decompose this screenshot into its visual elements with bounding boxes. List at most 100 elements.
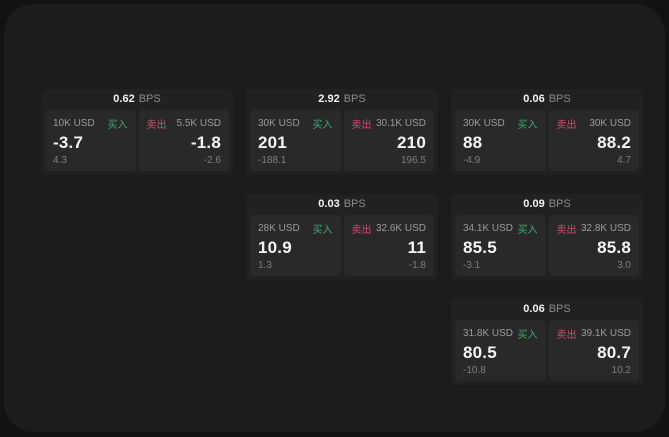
sell-panel-top: 卖出 32.8K USD [557, 221, 632, 236]
buy-delta: 1.3 [258, 260, 272, 271]
buy-panel[interactable]: 30K USD 买入 88 -4.9 [455, 110, 546, 171]
quote-card: 0.62 BPS 10K USD 买入 -3.7 4.3 卖出 5.5K USD… [41, 89, 233, 175]
buy-panel-top: 34.1K USD 买入 [463, 221, 538, 236]
quote-card: 0.09 BPS 34.1K USD 买入 85.5 -3.1 卖出 32.8K… [451, 194, 643, 280]
sell-panel[interactable]: 卖出 32.6K USD 11 -1.8 [343, 215, 434, 276]
sell-delta: 3.0 [617, 260, 631, 271]
sell-price: 85.8 [597, 238, 631, 257]
bps-unit-label: BPS [343, 93, 366, 105]
buy-amount-label: 34.1K USD [463, 223, 514, 234]
buy-delta: -10.8 [463, 365, 486, 376]
sell-delta: 4.7 [617, 155, 631, 166]
sell-side-label: 卖出 [556, 225, 577, 236]
card-body: 30K USD 买入 88 -4.9 卖出 30K USD 88.2 4.7 [455, 110, 639, 171]
buy-panel-top: 30K USD 买入 [463, 116, 538, 131]
card-bps-header: 2.92 BPS [250, 89, 434, 110]
app-window: 0.62 BPS 10K USD 买入 -3.7 4.3 卖出 5.5K USD… [4, 4, 665, 432]
bps-value: 0.62 [113, 93, 135, 105]
card-bps-header: 0.09 BPS [455, 194, 639, 215]
sell-side-label: 卖出 [146, 120, 167, 131]
sell-price: 88.2 [597, 133, 631, 152]
quote-card: 0.06 BPS 31.8K USD 买入 80.5 -10.8 卖出 39.1… [451, 299, 643, 385]
sell-delta: 196.5 [400, 155, 426, 166]
card-body: 10K USD 买入 -3.7 4.3 卖出 5.5K USD -1.8 -2.… [45, 110, 229, 171]
buy-panel[interactable]: 10K USD 买入 -3.7 4.3 [45, 110, 136, 171]
bps-unit-label: BPS [548, 198, 571, 210]
sell-panel[interactable]: 卖出 30.1K USD 210 196.5 [343, 110, 434, 171]
buy-delta: -4.9 [463, 155, 481, 166]
buy-side-label: 买入 [107, 120, 128, 131]
sell-delta: 10.2 [611, 365, 631, 376]
quote-card: 2.92 BPS 30K USD 买入 201 -188.1 卖出 30.1K … [246, 89, 438, 175]
sell-delta: -2.6 [203, 155, 221, 166]
buy-side-label: 买入 [312, 225, 333, 236]
buy-panel[interactable]: 31.8K USD 买入 80.5 -10.8 [455, 320, 546, 381]
card-body: 34.1K USD 买入 85.5 -3.1 卖出 32.8K USD 85.8… [455, 215, 639, 276]
bps-unit-label: BPS [138, 93, 161, 105]
buy-side-label: 买入 [312, 120, 333, 131]
cards-grid: 0.62 BPS 10K USD 买入 -3.7 4.3 卖出 5.5K USD… [41, 89, 643, 385]
buy-price: 85.5 [463, 238, 497, 257]
buy-amount-label: 30K USD [463, 118, 505, 129]
bps-unit-label: BPS [548, 303, 571, 315]
buy-side-label: 买入 [517, 120, 538, 131]
sell-panel[interactable]: 卖出 30K USD 88.2 4.7 [548, 110, 639, 171]
sell-amount-label: 5.5K USD [176, 118, 221, 129]
buy-panel-top: 31.8K USD 买入 [463, 326, 538, 341]
buy-panel-top: 30K USD 买入 [258, 116, 333, 131]
sell-side-label: 卖出 [351, 225, 372, 236]
sell-panel[interactable]: 卖出 32.8K USD 85.8 3.0 [548, 215, 639, 276]
sell-side-label: 卖出 [351, 120, 372, 131]
sell-panel-top: 卖出 32.6K USD [352, 221, 427, 236]
quote-card: 0.06 BPS 30K USD 买入 88 -4.9 卖出 30K USD 8… [451, 89, 643, 175]
card-body: 31.8K USD 买入 80.5 -10.8 卖出 39.1K USD 80.… [455, 320, 639, 381]
buy-price: 80.5 [463, 343, 497, 362]
buy-price: 10.9 [258, 238, 292, 257]
buy-panel[interactable]: 28K USD 买入 10.9 1.3 [250, 215, 341, 276]
sell-amount-label: 39.1K USD [580, 328, 631, 339]
card-body: 30K USD 买入 201 -188.1 卖出 30.1K USD 210 1… [250, 110, 434, 171]
sell-price: -1.8 [190, 133, 221, 152]
sell-panel-top: 卖出 30K USD [557, 116, 632, 131]
bps-unit-label: BPS [343, 198, 366, 210]
bps-value: 2.92 [318, 93, 340, 105]
card-bps-header: 0.06 BPS [455, 299, 639, 320]
sell-amount-label: 30.1K USD [375, 118, 426, 129]
sell-panel-top: 卖出 5.5K USD [147, 116, 222, 131]
sell-price: 11 [407, 238, 426, 257]
buy-price: -3.7 [53, 133, 84, 152]
card-bps-header: 0.62 BPS [45, 89, 229, 110]
sell-side-label: 卖出 [556, 120, 577, 131]
buy-price: 201 [258, 133, 287, 152]
sell-panel[interactable]: 卖出 5.5K USD -1.8 -2.6 [138, 110, 229, 171]
bps-unit-label: BPS [548, 93, 571, 105]
buy-delta: 4.3 [53, 155, 67, 166]
sell-amount-label: 32.6K USD [375, 223, 426, 234]
sell-price: 210 [397, 133, 426, 152]
sell-side-label: 卖出 [556, 330, 577, 341]
bps-value: 0.06 [523, 93, 545, 105]
sell-amount-label: 30K USD [589, 118, 631, 129]
bps-value: 0.09 [523, 198, 545, 210]
sell-amount-label: 32.8K USD [580, 223, 631, 234]
buy-price: 88 [463, 133, 483, 152]
buy-delta: -188.1 [258, 155, 287, 166]
card-bps-header: 0.06 BPS [455, 89, 639, 110]
buy-side-label: 买入 [517, 225, 538, 236]
buy-panel[interactable]: 34.1K USD 买入 85.5 -3.1 [455, 215, 546, 276]
buy-amount-label: 28K USD [258, 223, 300, 234]
card-bps-header: 0.03 BPS [250, 194, 434, 215]
quote-card: 0.03 BPS 28K USD 买入 10.9 1.3 卖出 32.6K US… [246, 194, 438, 280]
buy-side-label: 买入 [517, 330, 538, 341]
buy-amount-label: 10K USD [53, 118, 95, 129]
sell-panel-top: 卖出 39.1K USD [557, 326, 632, 341]
sell-price: 80.7 [597, 343, 631, 362]
buy-delta: -3.1 [463, 260, 481, 271]
buy-amount-label: 31.8K USD [463, 328, 514, 339]
buy-panel-top: 28K USD 买入 [258, 221, 333, 236]
buy-panel[interactable]: 30K USD 买入 201 -188.1 [250, 110, 341, 171]
buy-panel-top: 10K USD 买入 [53, 116, 128, 131]
sell-delta: -1.8 [408, 260, 426, 271]
sell-panel[interactable]: 卖出 39.1K USD 80.7 10.2 [548, 320, 639, 381]
buy-amount-label: 30K USD [258, 118, 300, 129]
